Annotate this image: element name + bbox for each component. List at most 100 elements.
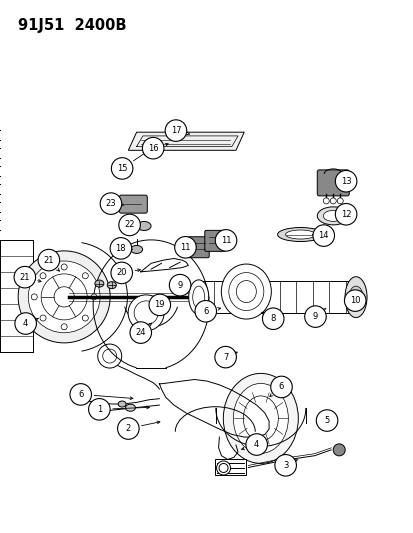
Circle shape <box>110 238 131 259</box>
Ellipse shape <box>236 280 256 303</box>
Text: 22: 22 <box>124 221 135 229</box>
Circle shape <box>97 344 121 368</box>
Circle shape <box>274 455 296 476</box>
Ellipse shape <box>137 222 151 230</box>
Text: 12: 12 <box>340 210 351 219</box>
FancyBboxPatch shape <box>316 170 349 196</box>
Text: 16: 16 <box>147 144 158 152</box>
Text: 14: 14 <box>318 231 328 240</box>
Circle shape <box>270 376 292 398</box>
Text: 7: 7 <box>223 353 228 361</box>
Circle shape <box>38 249 59 271</box>
Circle shape <box>323 198 328 204</box>
FancyBboxPatch shape <box>119 195 147 213</box>
Circle shape <box>130 322 151 343</box>
Polygon shape <box>128 132 244 150</box>
Ellipse shape <box>223 374 298 463</box>
Circle shape <box>128 295 164 331</box>
Circle shape <box>91 294 97 300</box>
Circle shape <box>111 262 132 284</box>
Circle shape <box>117 418 139 439</box>
Circle shape <box>41 274 87 320</box>
Text: 11: 11 <box>180 243 190 252</box>
Circle shape <box>165 120 186 141</box>
Text: 24: 24 <box>135 328 146 337</box>
Circle shape <box>245 434 267 455</box>
Circle shape <box>337 198 342 204</box>
Circle shape <box>335 171 356 192</box>
Ellipse shape <box>131 245 142 254</box>
Circle shape <box>335 204 356 225</box>
Circle shape <box>215 230 236 251</box>
Circle shape <box>31 294 37 300</box>
Ellipse shape <box>348 286 362 308</box>
Text: 18: 18 <box>115 244 126 253</box>
Ellipse shape <box>188 280 208 314</box>
Circle shape <box>149 294 170 316</box>
Bar <box>215 459 246 475</box>
Text: 23: 23 <box>105 199 116 208</box>
Bar <box>0 240 33 352</box>
Text: 17: 17 <box>170 126 181 135</box>
Circle shape <box>169 274 190 296</box>
Ellipse shape <box>285 230 315 239</box>
Ellipse shape <box>228 272 263 311</box>
Text: 5: 5 <box>324 416 329 425</box>
Ellipse shape <box>125 404 135 411</box>
Text: 9: 9 <box>177 281 182 289</box>
Ellipse shape <box>233 383 287 454</box>
Circle shape <box>61 264 67 270</box>
Circle shape <box>332 444 344 456</box>
Text: 6: 6 <box>78 390 83 399</box>
Circle shape <box>312 225 334 246</box>
Circle shape <box>316 410 337 431</box>
Ellipse shape <box>221 264 271 319</box>
Ellipse shape <box>107 281 116 289</box>
Circle shape <box>100 193 121 214</box>
Text: 3: 3 <box>282 461 287 470</box>
Circle shape <box>82 315 88 321</box>
Text: 19: 19 <box>154 301 165 309</box>
Circle shape <box>40 315 46 321</box>
Text: 13: 13 <box>340 177 351 185</box>
Ellipse shape <box>323 211 342 221</box>
Circle shape <box>174 237 196 258</box>
Text: 11: 11 <box>220 236 231 245</box>
Circle shape <box>134 301 158 325</box>
Text: 15: 15 <box>116 164 127 173</box>
Circle shape <box>70 384 91 405</box>
Circle shape <box>14 266 36 288</box>
Circle shape <box>82 273 88 279</box>
Text: 20: 20 <box>116 269 127 277</box>
Circle shape <box>61 324 67 330</box>
Text: 10: 10 <box>349 296 360 305</box>
Text: 8: 8 <box>270 314 275 323</box>
Circle shape <box>102 349 116 363</box>
FancyBboxPatch shape <box>204 230 225 252</box>
Text: 1: 1 <box>97 405 102 414</box>
Ellipse shape <box>243 396 278 441</box>
Circle shape <box>40 273 46 279</box>
Circle shape <box>304 306 325 327</box>
Ellipse shape <box>218 464 228 472</box>
Text: 21: 21 <box>43 256 54 264</box>
Text: 4: 4 <box>254 440 259 449</box>
Circle shape <box>111 158 133 179</box>
Circle shape <box>214 346 236 368</box>
Ellipse shape <box>316 207 349 225</box>
Circle shape <box>195 301 216 322</box>
Circle shape <box>54 287 74 307</box>
FancyBboxPatch shape <box>188 237 209 258</box>
Text: 4: 4 <box>23 319 28 328</box>
Circle shape <box>262 308 283 329</box>
Ellipse shape <box>277 228 323 241</box>
Text: 91J51  2400B: 91J51 2400B <box>18 18 126 33</box>
Text: 2: 2 <box>126 424 131 433</box>
Ellipse shape <box>118 401 126 407</box>
Text: 9: 9 <box>312 312 317 321</box>
Circle shape <box>88 399 110 420</box>
Ellipse shape <box>189 281 207 313</box>
Circle shape <box>142 138 164 159</box>
Text: 6: 6 <box>278 383 283 391</box>
Circle shape <box>330 198 335 204</box>
